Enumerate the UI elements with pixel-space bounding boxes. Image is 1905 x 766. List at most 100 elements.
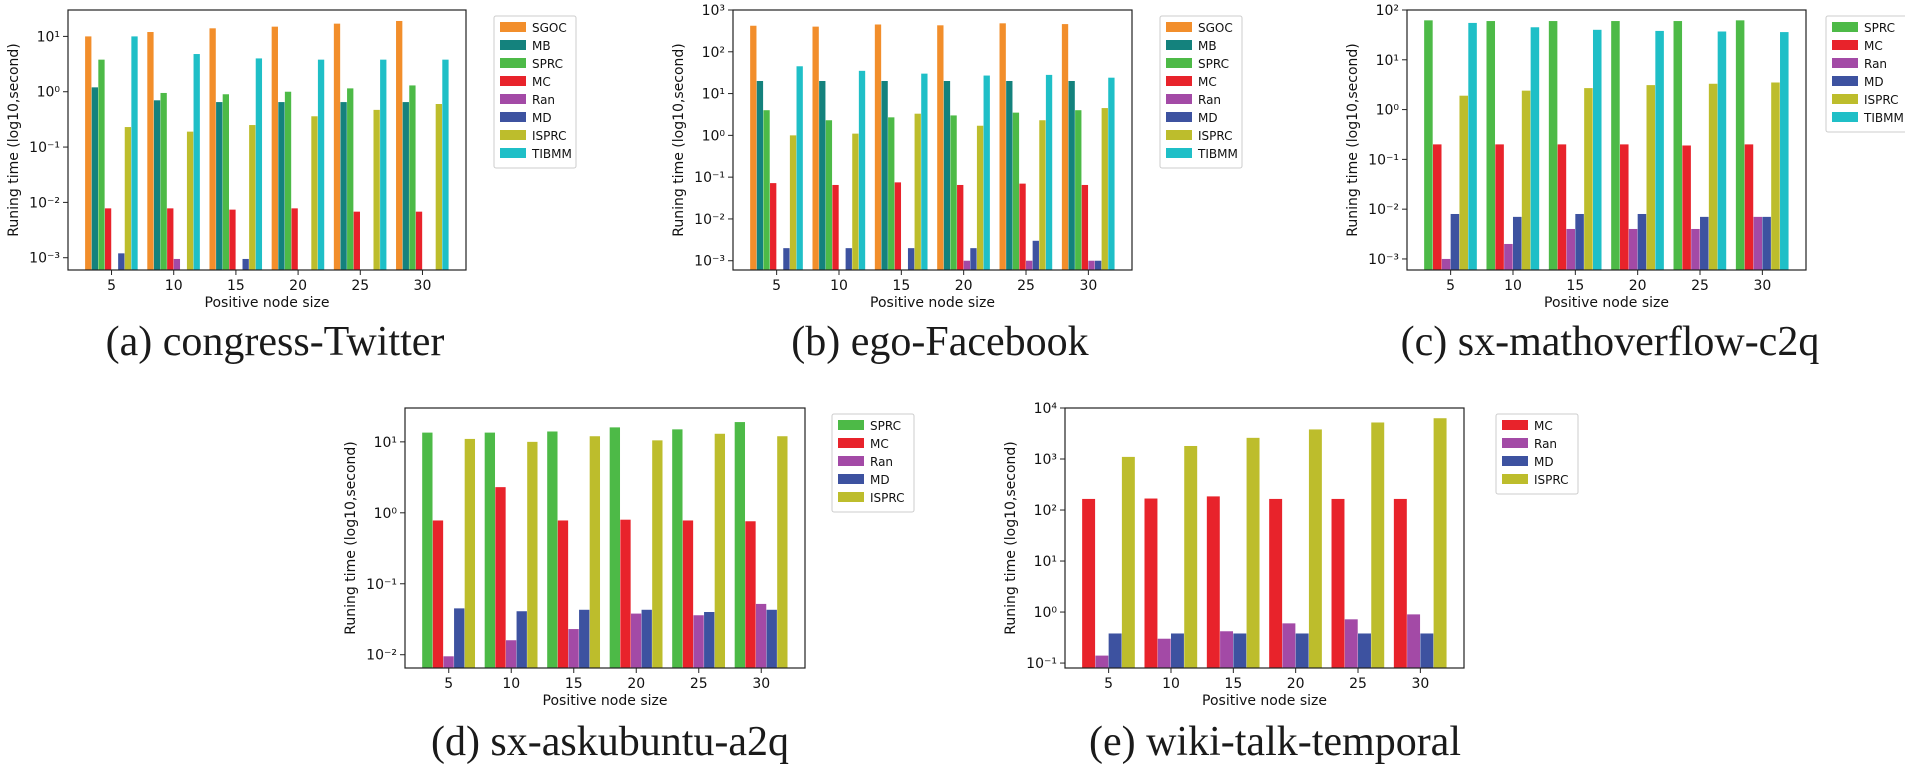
bar-mc-30 [1393,498,1407,668]
chart-panel-ego-facebook: 10⁻³ 10⁻² 10⁻¹ 10⁰ 10¹ 10² 10³ 5 10 15 20 25 30 Posit… [671,3,1243,365]
x-tick-label: 20 [1287,676,1305,692]
bar-tibmm-20 [983,75,990,270]
bar-sprc-20 [950,115,957,270]
bar-mc-5 [104,208,112,270]
legend-label-isprc: ISPRC [1198,129,1233,143]
bar-ran-30 [1088,260,1095,270]
bar-ran-20 [1628,228,1638,270]
bar-sgoc-5 [750,25,757,270]
legend-swatch-mc [1166,76,1192,86]
bar-mc-30 [1081,184,1089,270]
legend-swatch-isprc [1166,130,1192,140]
legend-label-sprc: SPRC [1198,57,1229,71]
bar-isprc-10 [1184,445,1198,668]
bar-isprc-5 [464,438,476,668]
legend-swatch-ran [500,94,526,104]
bar-ran-5 [443,656,454,668]
y-tick-label: 10² [702,45,725,61]
bar-ran-15 [1220,631,1234,668]
bar-sgoc-25 [333,23,341,270]
y-tick-label: 10⁰ [702,128,726,144]
y-axis-label: Runing time (log10,second) [671,43,687,236]
bar-tibmm-5 [796,66,803,271]
x-tick-label: 25 [351,278,369,294]
bar-md-20 [641,609,652,668]
bar-md-20 [970,248,977,270]
bar-ran-5 [1441,258,1451,270]
x-tick-label: 5 [444,676,453,692]
x-tick-label: 15 [227,278,245,294]
x-tick-label: 25 [1017,278,1035,294]
bar-ran-10 [1157,638,1171,668]
y-tick-label: 10⁻¹ [29,140,60,156]
bar-md-5 [454,608,465,668]
bar-isprc-20 [976,125,984,270]
x-tick-label: 10 [165,278,183,294]
legend-swatch-isprc [1502,474,1528,484]
x-tick-label: 25 [690,676,708,692]
bar-isprc-10 [527,441,538,668]
bar-sgoc-15 [209,28,216,271]
legend-label-md: MD [1198,111,1218,125]
bar-ran-20 [630,613,642,668]
legend-label-isprc: ISPRC [870,491,905,505]
bar-sprc-15 [888,117,895,270]
bar-mb-15 [881,80,888,270]
legend-label-sprc: SPRC [532,57,563,71]
legend-swatch-md [500,112,526,122]
legend-label-ran: Ran [532,93,555,107]
legend-swatch-md [838,474,864,484]
bar-sgoc-5 [85,36,92,271]
bar-mc-25 [1331,498,1345,668]
bar-sgoc-30 [1061,24,1069,271]
x-tick-label: 15 [1566,278,1584,294]
legend-swatch-tibmm [1832,112,1858,122]
y-tick-label: 10³ [702,3,725,19]
bar-ran-5 [1095,655,1109,668]
bar-mc-10 [167,208,174,270]
y-tick-label: 10⁻³ [1368,252,1399,268]
y-tick-label: 10⁰ [374,506,398,522]
y-tick-label: 10⁻¹ [366,577,397,593]
legend-swatch-mc [838,438,864,448]
legend-swatch-isprc [500,130,526,140]
x-tick-label: 20 [627,676,645,692]
bar-mc-20 [1269,498,1283,668]
bar-mc-5 [770,183,777,270]
bar-isprc-10 [186,131,194,270]
bar-sprc-25 [672,429,683,668]
bar-tibmm-30 [1108,77,1115,270]
y-tick-label: 10¹ [702,87,725,103]
y-tick-label: 10⁰ [1034,605,1058,621]
bar-sgoc-25 [999,23,1006,271]
legend-label-md: MD [1534,455,1554,469]
bar-sprc-15 [222,94,229,271]
x-tick-label: 30 [1079,278,1097,294]
x-tick-label: 30 [1411,676,1429,692]
y-axis-label: Runing time (log10,second) [6,43,22,236]
x-tick-label: 20 [955,278,973,294]
bar-md-25 [704,612,715,668]
bar-tibmm-5 [131,36,138,271]
bar-ran-10 [505,640,517,668]
legend-swatch-sgoc [1166,22,1192,32]
bar-md-10 [1170,633,1184,668]
bar-isprc-10 [852,133,859,270]
bar-md-15 [1575,213,1584,270]
bar-mc-15 [557,520,569,668]
bar-mc-10 [1144,498,1158,668]
bar-mc-15 [1557,144,1567,270]
bar-tibmm-20 [1655,30,1664,270]
x-axis-label: Positive node size [205,295,330,311]
bar-sprc-10 [160,92,167,270]
x-tick-label: 15 [892,278,910,294]
y-tick-label: 10¹ [374,435,397,451]
legend-label-mc: MC [532,75,551,89]
bar-sprc-20 [609,427,621,668]
panel-caption: (b) ego-Facebook [791,319,1088,365]
legend-swatch-mc [500,76,526,86]
legend-swatch-mb [1166,40,1192,50]
y-tick-label: 10⁻² [366,648,397,664]
y-tick-label: 10⁴ [1034,401,1058,417]
x-tick-label: 20 [289,278,307,294]
